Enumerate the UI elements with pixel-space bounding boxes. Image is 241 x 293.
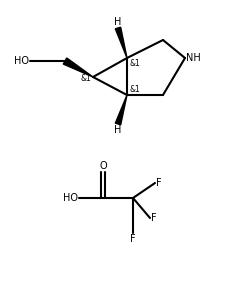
Polygon shape — [115, 27, 127, 58]
Text: &1: &1 — [129, 59, 140, 68]
Text: O: O — [99, 161, 107, 171]
Text: F: F — [156, 178, 162, 188]
Text: H: H — [114, 17, 122, 27]
Text: H: H — [114, 125, 122, 135]
Text: &1: &1 — [80, 74, 91, 83]
Polygon shape — [115, 95, 127, 125]
Text: HO: HO — [63, 193, 78, 203]
Text: F: F — [130, 234, 136, 244]
Text: NH: NH — [186, 53, 201, 63]
Text: HO: HO — [14, 56, 29, 66]
Text: &1: &1 — [129, 85, 140, 94]
Text: F: F — [151, 213, 157, 223]
Polygon shape — [63, 58, 93, 77]
